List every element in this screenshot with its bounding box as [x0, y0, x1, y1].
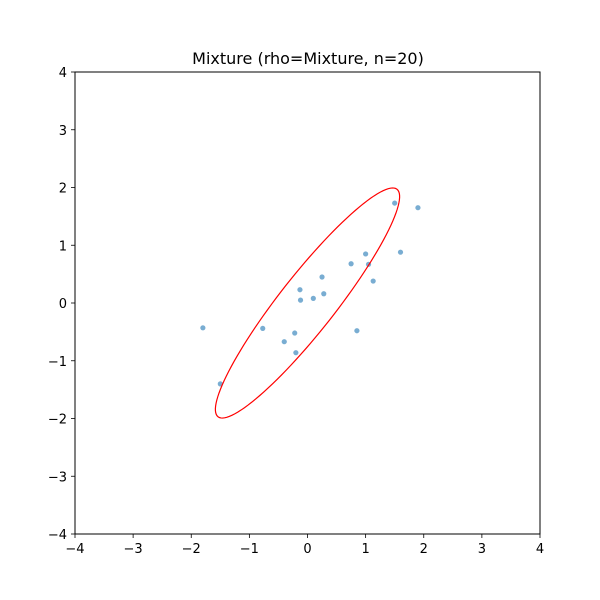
x-tick-label: −2 — [182, 542, 201, 557]
data-point — [281, 339, 287, 345]
y-tick-label: 0 — [59, 297, 67, 312]
data-point — [292, 330, 298, 336]
x-tick-label: −3 — [124, 542, 143, 557]
y-tick-label: 1 — [59, 239, 67, 254]
data-point — [319, 274, 325, 280]
plot-area — [200, 187, 421, 419]
y-tick-label: −3 — [48, 470, 67, 485]
data-point — [260, 325, 266, 332]
y-tick-label: −1 — [48, 355, 67, 370]
tick-layer: −4 −3 −2 −1 0 1 2 3 4 −4 −3 −2 −1 0 1 2 3 4 — [48, 66, 544, 557]
y-tick-label: 3 — [59, 124, 67, 139]
x-tick-label: 2 — [420, 542, 428, 557]
data-point — [297, 297, 304, 303]
y-tick-label: −4 — [48, 528, 67, 543]
x-tick-label: 0 — [303, 542, 311, 557]
confidence-ellipse — [214, 187, 401, 419]
x-tick-label: −1 — [240, 542, 259, 557]
x-tick-label: 1 — [361, 542, 369, 557]
data-point — [392, 200, 398, 206]
x-tick-label: 3 — [478, 542, 486, 557]
data-point — [293, 350, 299, 356]
data-point — [363, 251, 369, 257]
data-point — [397, 249, 404, 255]
chart-title: Mixture (rho=Mixture, n=20) — [192, 49, 424, 68]
data-point — [321, 291, 327, 297]
axes-frame — [74, 71, 541, 535]
data-point — [415, 205, 421, 211]
data-point — [354, 328, 360, 334]
y-tick-label: 2 — [59, 182, 67, 197]
data-point — [297, 287, 303, 293]
data-point — [310, 295, 316, 301]
data-point — [370, 278, 376, 284]
y-tick-label: −2 — [48, 413, 67, 428]
data-point — [348, 261, 354, 267]
y-tick-label: 4 — [59, 66, 67, 81]
data-point — [200, 325, 206, 331]
x-tick-label: −4 — [65, 542, 84, 557]
x-tick-label: 4 — [536, 542, 544, 557]
